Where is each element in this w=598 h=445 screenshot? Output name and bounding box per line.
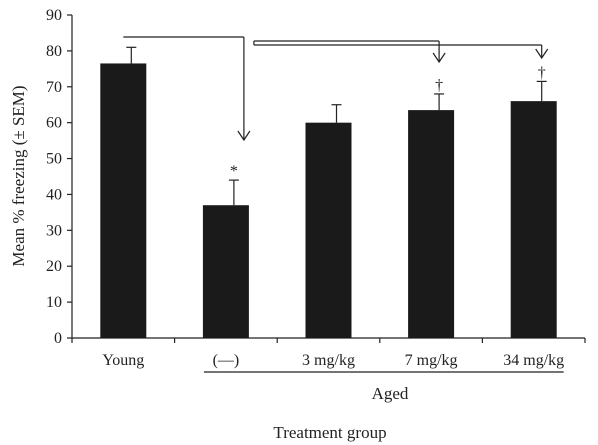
y-tick-label: 80: [46, 43, 62, 60]
bar: [100, 63, 147, 338]
x-category-label: 34 mg/kg: [503, 352, 564, 369]
comparison-arrowhead: [535, 48, 549, 60]
bar: [202, 205, 249, 338]
y-tick-label: 60: [46, 115, 62, 132]
x-axis-label: Treatment group: [273, 423, 386, 442]
x-category-label: 7 mg/kg: [405, 352, 458, 369]
significance-marker: *: [230, 163, 238, 180]
group-label-aged: Aged: [372, 384, 409, 403]
y-tick-label: 50: [46, 151, 62, 168]
comparison-arrowhead: [432, 52, 446, 64]
y-tick-label: 70: [46, 79, 62, 96]
y-tick-label: 90: [46, 7, 62, 24]
y-tick-label: 40: [46, 186, 62, 203]
y-tick-label: 30: [46, 222, 62, 239]
comparison-arrowhead: [237, 130, 251, 142]
y-axis-label: Mean % freezing (± SEM): [9, 85, 28, 266]
significance-marker: †: [435, 77, 443, 94]
significance-marker: †: [538, 64, 546, 81]
bar: [510, 101, 557, 338]
x-category-label: (—): [213, 352, 240, 369]
x-category-label: 3 mg/kg: [302, 352, 355, 369]
y-tick-label: 20: [46, 258, 62, 275]
y-tick-label: 0: [54, 330, 62, 347]
bar: [408, 110, 455, 338]
bar: [305, 122, 352, 339]
y-tick-label: 10: [46, 294, 62, 311]
x-category-label: Young: [102, 352, 144, 369]
